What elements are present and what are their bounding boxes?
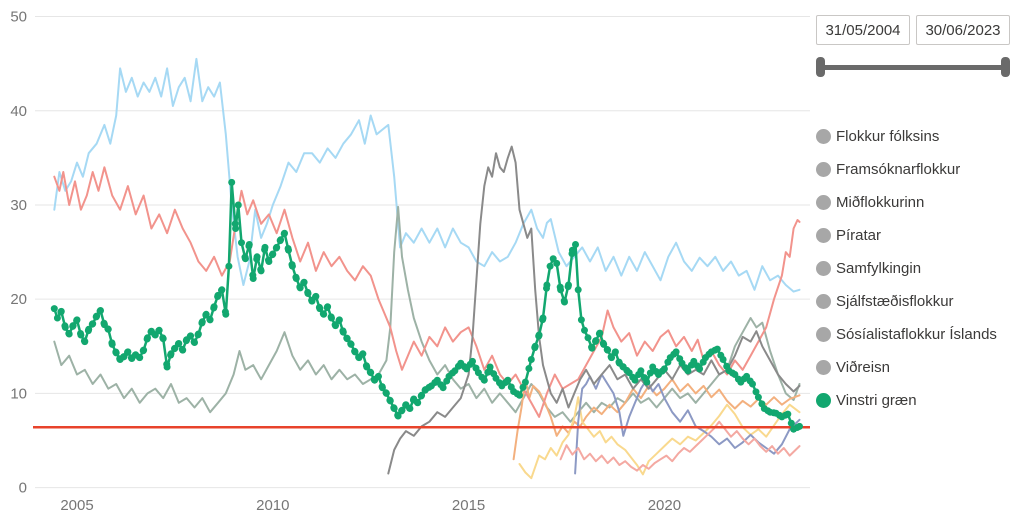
x-axis-labels: 2005 2010 2015 2020 [60, 497, 681, 514]
plot-area[interactable] [35, 10, 810, 490]
legend: Flokkur fólksins Framsóknarflokkur Miðflok… [816, 120, 1021, 417]
legend-item-label: Viðreisn [836, 359, 890, 376]
slider-handle-end[interactable] [1001, 57, 1010, 77]
series-line [53, 205, 801, 423]
legend-color-dot [816, 228, 831, 243]
legend-item-label: Vinstri græn [836, 392, 917, 409]
legend-item-mi-flokkurinn[interactable]: Miðflokkurinn [816, 186, 1021, 219]
legend-item-framso-knarflokkur[interactable]: Framsóknarflokkur [816, 153, 1021, 186]
y-tick-label: 0 [19, 480, 27, 497]
legend-item-label: Framsóknarflokkur [836, 161, 961, 178]
legend-item-samfylkingin[interactable]: Samfylkingin [816, 252, 1021, 285]
legend-item-label: Sjálfstæðisflokkur [836, 293, 954, 310]
series-line [53, 166, 801, 418]
series-lines [33, 57, 810, 480]
legend-item-label: Píratar [836, 227, 882, 244]
legend-color-dot [816, 129, 831, 144]
x-tick-label: 2020 [648, 497, 681, 514]
legend-item-label: Sósíalistaflokkur Íslands [836, 326, 997, 343]
x-tick-label: 2005 [60, 497, 93, 514]
legend-color-dot [816, 294, 831, 309]
legend-color-dot [816, 261, 831, 276]
legend-item-vi-reisn[interactable]: Viðreisn [816, 351, 1021, 384]
series-line [53, 57, 801, 293]
date-range-end-input[interactable]: 30/06/2023 [916, 15, 1010, 45]
legend-color-dot [816, 327, 831, 342]
legend-item-flokkur-fo-lksins[interactable]: Flokkur fólksins [816, 120, 1021, 153]
x-tick-label: 2015 [452, 497, 485, 514]
legend-item-label: Miðflokkurinn [836, 194, 925, 211]
series-line [574, 373, 801, 475]
slider-track[interactable] [820, 65, 1006, 70]
y-tick-label: 10 [10, 385, 27, 402]
legend-item-pi-ratar[interactable]: Píratar [816, 219, 1021, 252]
legend-color-dot [816, 393, 831, 408]
series-markers [50, 178, 804, 433]
y-tick-label: 40 [10, 103, 27, 120]
legend-item-label: Samfylkingin [836, 260, 922, 277]
y-tick-label: 20 [10, 291, 27, 308]
y-tick-label: 50 [10, 9, 27, 26]
legend-color-dot [816, 195, 831, 210]
legend-color-dot [816, 162, 831, 177]
series-line [559, 420, 801, 472]
x-tick-label: 2010 [256, 497, 289, 514]
legend-item-vinstri-gr-n[interactable]: Vinstri græn [816, 384, 1021, 417]
legend-item-so-si-alistaflokkur-i-slands[interactable]: Sósíalistaflokkur Íslands [816, 318, 1021, 351]
y-axis-labels: 0 10 20 30 40 50 [10, 9, 27, 497]
date-range-start-input[interactable]: 31/05/2004 [816, 15, 910, 45]
y-tick-label: 30 [10, 197, 27, 214]
slider-handle-start[interactable] [816, 57, 825, 77]
legend-color-dot [816, 360, 831, 375]
date-range-slider[interactable] [816, 57, 1010, 77]
legend-item-sja-lfst-isflokkur[interactable]: Sjálfstæðisflokkur [816, 285, 1021, 318]
series-line [387, 145, 801, 475]
legend-item-label: Flokkur fólksins [836, 128, 940, 145]
